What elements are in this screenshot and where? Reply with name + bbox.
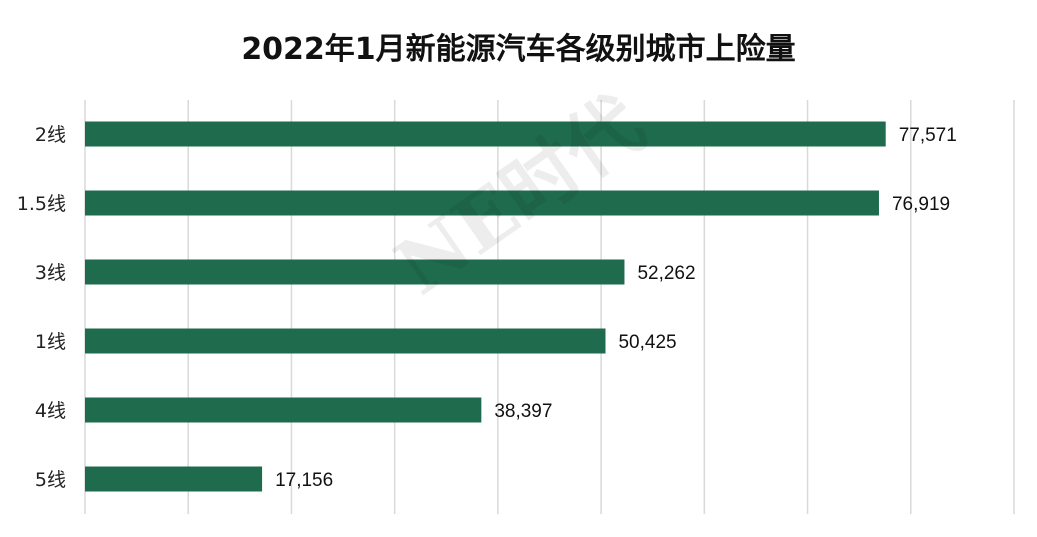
value-label: 76,919 (892, 194, 950, 215)
category-label: 3线 (35, 262, 66, 284)
bars (85, 121, 886, 492)
bar (85, 259, 625, 285)
bar (85, 328, 606, 354)
category-label: 1.5线 (17, 193, 66, 215)
category-labels: 2线 1.5线 3线 1线 4线 5线 (17, 124, 66, 491)
bar (85, 121, 886, 147)
bar (85, 190, 879, 216)
value-label: 52,262 (637, 263, 695, 284)
category-label: 4线 (35, 400, 66, 422)
category-label: 1线 (35, 331, 66, 353)
bar (85, 466, 263, 492)
gridlines (84, 100, 1015, 514)
value-label: 38,397 (494, 401, 552, 422)
value-label: 77,571 (899, 125, 957, 146)
value-label: 50,425 (618, 332, 676, 353)
bar (85, 397, 482, 423)
value-labels: 77,571 76,919 52,262 50,425 38,397 17,156 (275, 125, 957, 491)
chart-title: 2022年1月新能源汽车各级别城市上险量 (241, 32, 796, 67)
value-label: 17,156 (275, 470, 333, 491)
category-label: 5线 (35, 469, 66, 491)
category-label: 2线 (35, 124, 66, 146)
